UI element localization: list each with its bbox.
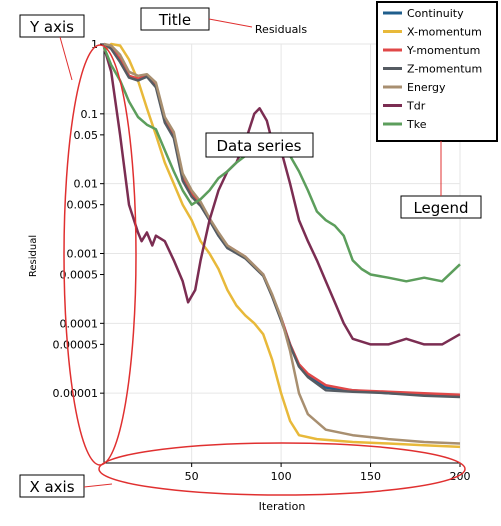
y-tick-label: 1 — [91, 38, 98, 51]
data-series-callout-box — [205, 132, 314, 158]
title-callout-text: Title — [158, 11, 191, 29]
y-tick-label: 0.0001 — [60, 317, 99, 330]
x-tick-label: 100 — [271, 470, 292, 483]
legend-entry: Energy — [407, 81, 446, 94]
legend-entry: Y-momentum — [406, 44, 480, 57]
legend-box — [376, 1, 498, 142]
y-axis-highlight — [63, 44, 137, 466]
data-series-callout-text: Data series — [216, 137, 301, 155]
title-callout-pointer — [208, 18, 253, 28]
legend: Continuity X-momentum Y-momentum Z-momentum… — [376, 1, 498, 142]
x-axis-callout-box — [19, 474, 85, 498]
series-line-z-momentum — [103, 42, 461, 399]
y-tick-label: 0.00005 — [53, 338, 99, 351]
y-tick-label: 0.00001 — [53, 387, 99, 400]
y-axis-callout-pointer — [59, 36, 73, 81]
y-tick-label: 0.005 — [67, 199, 99, 212]
series-line-energy — [103, 42, 461, 445]
x-tick-label: 50 — [185, 470, 199, 483]
y-tick-label: 0.001 — [67, 248, 99, 261]
y-tick-label: 0.1 — [81, 108, 99, 121]
x-tick-label: 200 — [450, 470, 471, 483]
legend-entry: Tdr — [406, 100, 426, 113]
annotation-callouts: Title Y axis X axis Data series Legend — [19, 7, 482, 498]
y-tick-label: 0.01 — [74, 178, 99, 191]
y-axis-callout-box — [19, 14, 85, 38]
legend-entry: X-momentum — [407, 26, 482, 39]
x-axis-callout-pointer — [83, 483, 113, 488]
y-tick-label: 0.05 — [74, 129, 99, 142]
chart-title: Residuals — [255, 23, 307, 36]
x-axis-label: Iteration — [259, 500, 306, 513]
y-tick-label: 0.0005 — [60, 269, 99, 282]
x-axis-callout-text: X axis — [29, 478, 74, 496]
tick-labels: 50 100 150 200 1 0.1 0.05 0.01 0.005 0.001 0.0005 0… — [53, 38, 471, 483]
legend-entry: Continuity — [407, 7, 464, 20]
legend-callout-text: Legend — [413, 199, 468, 217]
legend-entry: Z-momentum — [407, 63, 482, 76]
x-axis-highlight — [98, 442, 466, 496]
legend-entry: Tke — [406, 118, 427, 131]
y-axis-label: Residual — [28, 235, 39, 277]
y-axis-callout-text: Y axis — [29, 18, 74, 36]
series-line-x-momentum — [103, 42, 461, 449]
x-tick-label: 150 — [360, 470, 381, 483]
